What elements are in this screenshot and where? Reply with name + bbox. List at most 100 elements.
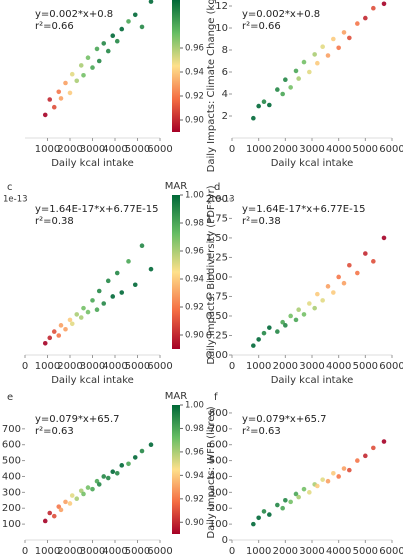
point bbox=[51, 513, 57, 519]
y-tick-label: 6 bbox=[222, 67, 228, 78]
x-tick-label: 3000 bbox=[80, 144, 105, 155]
y-tick-label: 0.50 bbox=[206, 311, 228, 322]
y-tick-label: 200 bbox=[2, 503, 21, 514]
y-tick-label: 0.75 bbox=[206, 291, 228, 302]
point bbox=[69, 493, 75, 498]
point bbox=[56, 333, 62, 338]
colorbar-tick-label: 0.96 bbox=[185, 447, 204, 457]
point bbox=[105, 475, 111, 481]
point bbox=[347, 35, 352, 41]
point bbox=[132, 282, 138, 288]
point bbox=[363, 453, 368, 459]
x-tick-label: 0 bbox=[22, 361, 28, 372]
x-tick-label: 0 bbox=[229, 144, 235, 155]
point bbox=[148, 0, 154, 4]
colorbar-tick-label: 0.96 bbox=[185, 44, 204, 54]
point bbox=[355, 21, 360, 26]
point bbox=[110, 33, 116, 38]
point bbox=[381, 439, 387, 444]
point bbox=[114, 270, 120, 276]
r-squared: r²=0.38 bbox=[242, 216, 281, 227]
x-tick-label: 0 bbox=[229, 361, 235, 372]
x-tick-label: 5000 bbox=[125, 361, 150, 372]
point bbox=[363, 15, 368, 21]
y-tick-label: 12 bbox=[215, 1, 228, 12]
point bbox=[275, 329, 280, 334]
y-tick-label: 1.50 bbox=[206, 233, 228, 244]
point bbox=[94, 307, 100, 313]
point bbox=[42, 112, 48, 118]
point bbox=[315, 483, 320, 489]
point bbox=[90, 298, 95, 303]
point bbox=[74, 312, 80, 317]
point bbox=[371, 445, 376, 451]
point bbox=[315, 291, 320, 297]
x-tick-label: 6000 bbox=[147, 144, 172, 155]
y-tick-label: 300 bbox=[2, 487, 21, 498]
r-squared: r²=0.66 bbox=[242, 21, 281, 32]
point bbox=[139, 448, 145, 454]
point bbox=[267, 102, 272, 108]
offset-label: 1e-13 bbox=[3, 195, 28, 205]
x-axis-label: Daily kcal intake bbox=[51, 375, 134, 386]
point bbox=[101, 474, 107, 479]
colorbar-tick-label: 0.94 bbox=[185, 68, 204, 78]
y-tick-label: 600 bbox=[209, 440, 228, 451]
r-squared: r²=0.38 bbox=[35, 216, 74, 227]
colorbar-tick-label: 0.90 bbox=[185, 331, 204, 341]
x-tick-label: 4000 bbox=[326, 361, 351, 372]
y-axis-label: Daily Impacts: Climate Change (kgCO2eq) bbox=[206, 0, 217, 172]
point bbox=[261, 509, 267, 514]
y-tick-label: 700 bbox=[2, 424, 21, 435]
x-tick-label: 4000 bbox=[102, 546, 127, 557]
point bbox=[42, 340, 48, 346]
point bbox=[119, 26, 125, 32]
point bbox=[139, 24, 145, 30]
point bbox=[85, 309, 91, 315]
point bbox=[139, 243, 145, 249]
y-tick-label: 300 bbox=[209, 487, 228, 498]
point bbox=[256, 103, 261, 109]
point bbox=[283, 497, 288, 503]
point bbox=[325, 284, 331, 289]
y-tick-label: 1.25 bbox=[206, 252, 228, 263]
point bbox=[58, 323, 64, 328]
point bbox=[288, 313, 293, 319]
point bbox=[78, 315, 84, 320]
point bbox=[355, 270, 360, 276]
point bbox=[126, 259, 131, 264]
equation: y=0.002*x+0.8 bbox=[35, 9, 113, 20]
x-tick-label: 4000 bbox=[102, 144, 127, 155]
y-tick-label: 800 bbox=[209, 408, 228, 419]
point bbox=[67, 501, 73, 506]
point bbox=[371, 259, 376, 264]
y-tick-label: 1.00 bbox=[206, 272, 228, 283]
x-tick-label: 4000 bbox=[326, 546, 351, 557]
y-tick-label: 100 bbox=[2, 519, 21, 530]
y-tick-label: 0.25 bbox=[206, 330, 228, 341]
point bbox=[81, 491, 86, 497]
y-tick-label: 700 bbox=[209, 424, 228, 435]
equation: y=1.64E-17*x+6.77E-15 bbox=[35, 204, 158, 215]
point bbox=[301, 312, 307, 317]
point bbox=[325, 478, 331, 484]
x-tick-label: 5000 bbox=[353, 546, 378, 557]
point bbox=[341, 280, 347, 286]
x-tick-label: 2000 bbox=[57, 144, 82, 155]
x-tick-label: 3000 bbox=[80, 546, 105, 557]
point bbox=[275, 502, 280, 508]
point bbox=[381, 1, 387, 7]
point bbox=[47, 335, 53, 341]
point bbox=[85, 55, 91, 60]
point bbox=[94, 46, 100, 52]
y-tick-label: 500 bbox=[2, 456, 21, 467]
colorbar-title: MAR bbox=[165, 391, 187, 402]
x-tick-label: 0 bbox=[229, 546, 235, 557]
colorbar-tick-label: 0.90 bbox=[185, 116, 204, 126]
y-tick-label: 0 bbox=[222, 535, 228, 546]
offset-label: 1e-13 bbox=[210, 195, 235, 205]
colorbar-tick-label: 0.98 bbox=[185, 424, 204, 434]
point bbox=[301, 486, 307, 492]
point bbox=[347, 467, 352, 473]
